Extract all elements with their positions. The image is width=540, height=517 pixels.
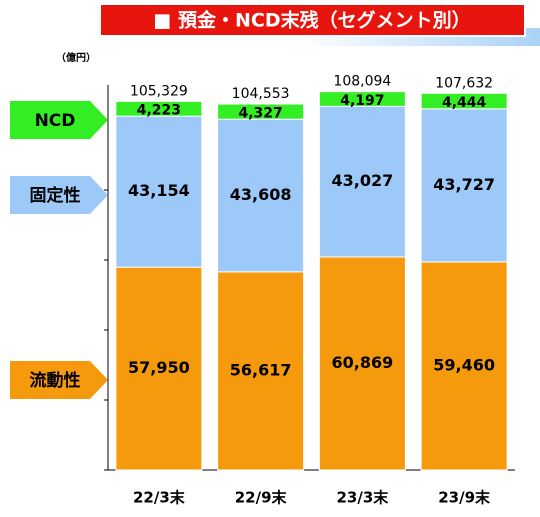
total-label: 107,632 [435,75,493,91]
total-label: 108,094 [333,74,391,90]
value-label: 4,197 [340,93,384,109]
value-label: 56,617 [230,360,292,379]
x-tick-label: 22/9末 [235,489,288,507]
value-label: 4,444 [442,95,487,111]
legend-arrow [10,176,108,214]
value-label: 43,027 [332,171,394,190]
bar-segment [217,103,305,120]
legend-label: NCD [35,111,76,131]
bar-segment [420,108,508,263]
bar-segment [420,92,508,110]
bar-segment [318,105,406,258]
bar-segment [318,91,406,107]
title-banner [99,3,526,37]
value-label: 43,154 [128,181,190,200]
bar-segment [217,118,305,273]
value-label: 4,327 [238,106,282,122]
x-tick-label: 23/3末 [336,489,389,507]
legend-arrow [10,101,108,139]
total-label: 105,329 [130,83,188,99]
bar-segment [318,256,406,471]
bar-segment [420,261,508,471]
bar-segment [115,100,203,117]
bar-segment [217,271,305,471]
bar-segment [115,266,203,471]
value-label: 43,727 [433,175,495,194]
x-tick-label: 23/9末 [438,489,491,507]
x-tick-label: 22/3末 [133,489,186,507]
value-label: 59,460 [433,355,495,374]
total-label: 104,553 [232,86,290,102]
value-label: 60,869 [332,353,394,372]
value-label: 43,608 [230,185,292,204]
bar-segment [115,115,203,268]
legend-arrow [10,361,108,399]
legend-label: 流動性 [30,370,81,391]
legend-label: 固定性 [30,185,81,206]
value-label: 57,950 [128,358,190,377]
value-label: 4,223 [137,103,181,119]
chart-title: ■ 預金・NCD末残（セグメント別） [153,9,470,32]
unit-label: （億円） [56,51,96,64]
